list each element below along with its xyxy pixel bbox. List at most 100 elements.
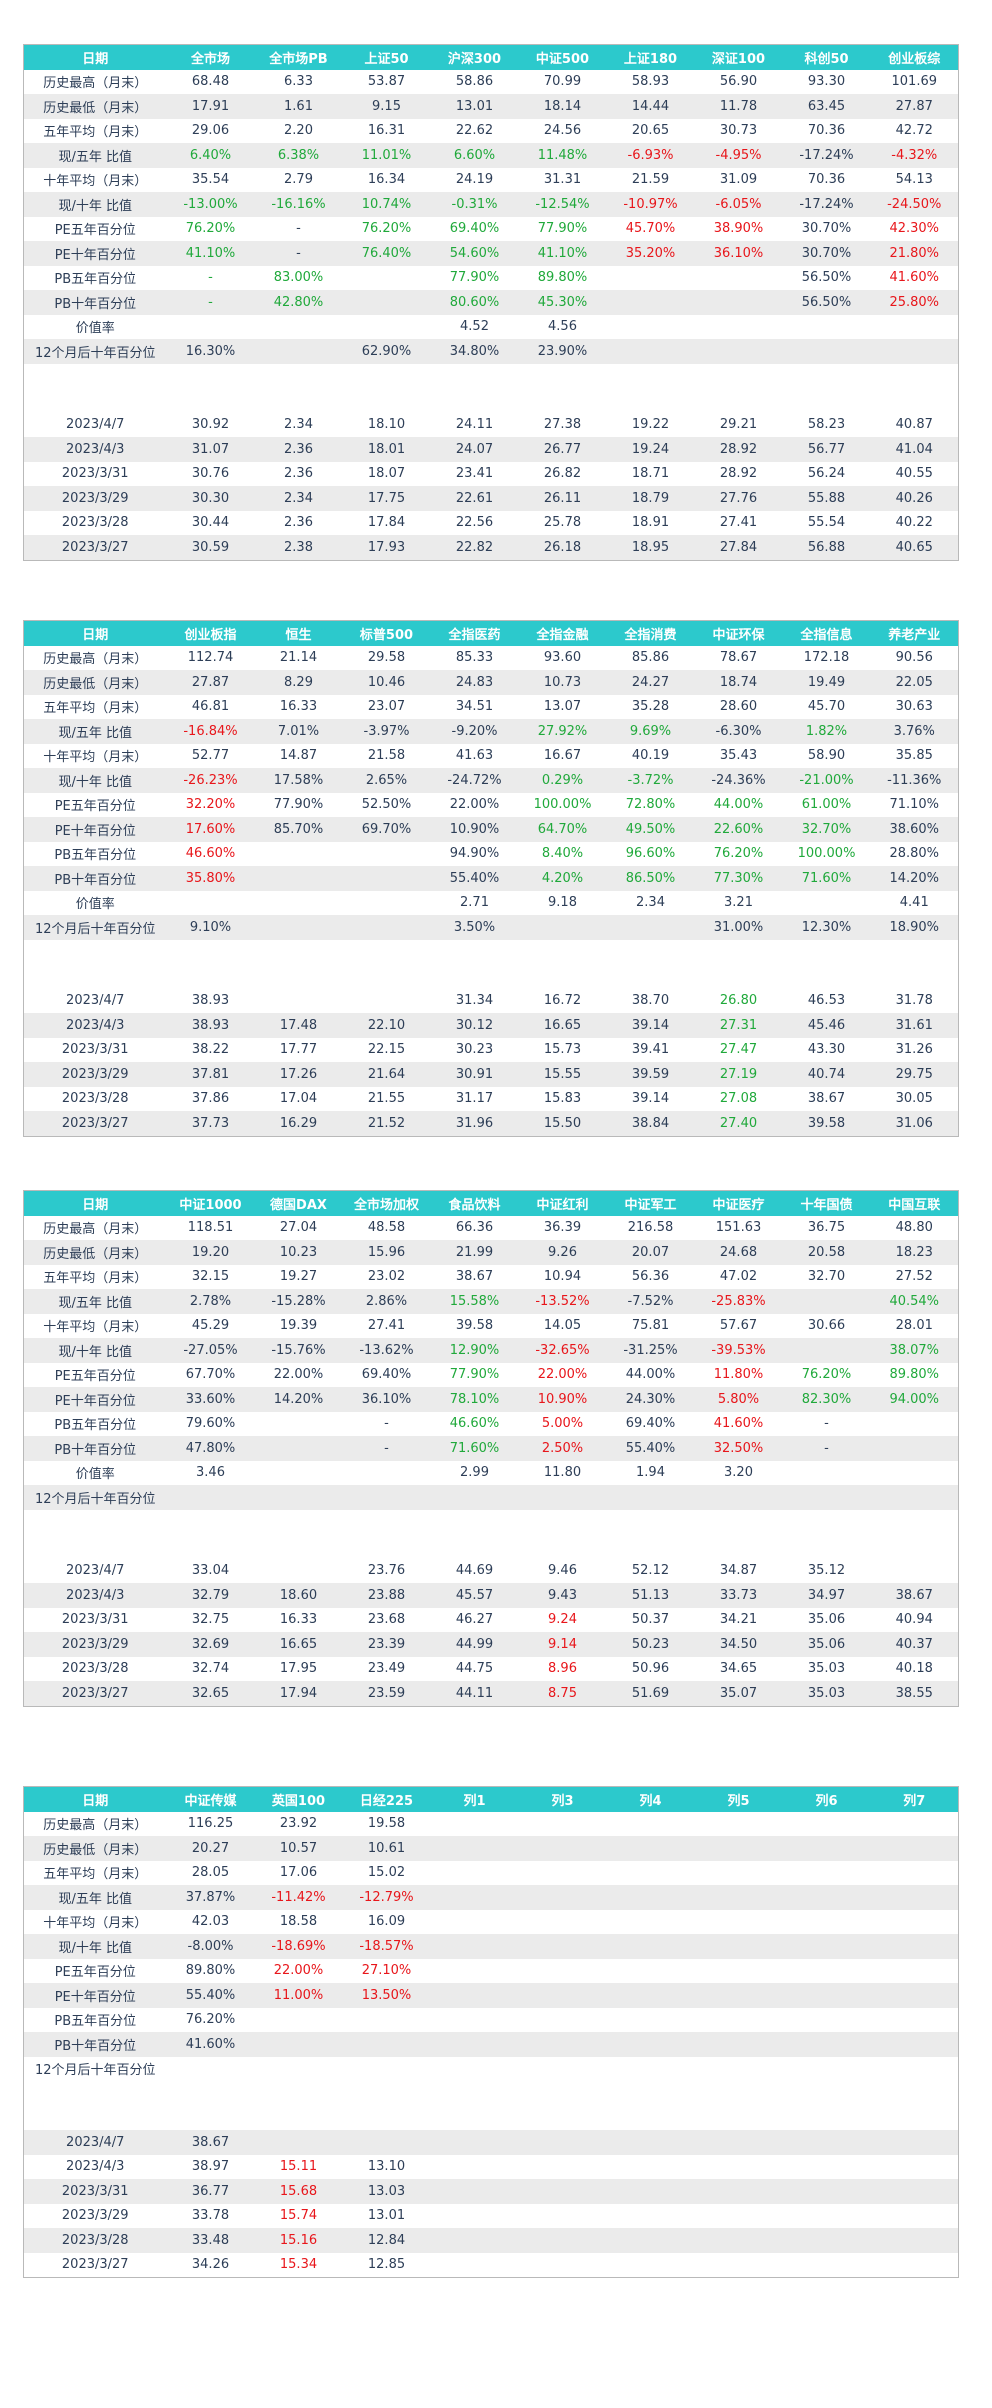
table-cell: -13.52%	[518, 1289, 607, 1314]
table-cell: -0.31%	[430, 192, 519, 217]
table-cell: 9.26	[518, 1240, 607, 1265]
table-cell: 15.74	[279, 2208, 318, 2224]
table-cell: 93.60	[543, 650, 582, 666]
table-cell	[870, 1485, 959, 1510]
table-cell: 76.20%	[361, 221, 412, 237]
table-cell: 77.30%	[694, 866, 783, 891]
table-row: 2023/4/7 38.93 31.34 16.72 38.70 26.80 46.53 31…	[24, 989, 959, 1014]
row-label: 价值率	[75, 321, 115, 337]
row-label: 2023/4/7	[66, 993, 125, 1009]
table-cell: 26.11	[518, 486, 607, 511]
header-index-name: 沪深300	[430, 44, 519, 70]
table-cell: 9.43	[518, 1583, 607, 1608]
table-cell: 39.14	[606, 1013, 695, 1038]
table-cell: 28.05	[191, 1865, 230, 1881]
table-cell: 15.68	[254, 2179, 343, 2204]
table-cell: 22.00%	[537, 1367, 588, 1383]
table-cell	[430, 1934, 519, 1959]
row-label: PB五年百分位	[54, 1418, 137, 1434]
table-row: PB十年百分位 41.60%	[23, 2032, 959, 2057]
empty-cell	[870, 388, 959, 413]
empty-cell	[254, 2081, 343, 2106]
table-cell: 21.80%	[870, 241, 959, 266]
empty-cell	[254, 939, 343, 964]
table-cell	[871, 2008, 959, 2033]
table-cell: -	[296, 221, 301, 237]
table-cell: 53.87	[367, 74, 406, 90]
table-cell: 90.56	[895, 650, 933, 666]
table-cell: 10.74%	[342, 192, 431, 217]
table-cell: 38.67	[807, 1091, 846, 1107]
table-cell: 36.77	[166, 2179, 255, 2204]
table-cell: 40.19	[631, 748, 670, 764]
table-cell: 27.87	[166, 670, 255, 695]
table-row: 现/十年 比值 -13.00% -16.16% 10.74% -0.31% -12.54%…	[23, 192, 959, 217]
table-cell	[782, 1934, 871, 1959]
row-label: 五年平均（月末）	[43, 125, 148, 141]
header-index-name: 全市场加权	[342, 1190, 431, 1216]
table-cell: -39.53%	[694, 1338, 783, 1363]
table-cell: 44.11	[430, 1681, 519, 1706]
table-cell: 28.92	[694, 437, 783, 462]
table-cell: 40.55	[895, 466, 933, 482]
row-label: 2023/3/28	[23, 2228, 167, 2253]
empty-cell	[23, 363, 167, 388]
table-cell: 24.68	[694, 1240, 783, 1265]
table-cell: 38.70	[631, 993, 670, 1009]
table-cell: 46.81	[191, 699, 230, 715]
header-index-name: 列3	[518, 1786, 607, 1812]
table-cell	[871, 2204, 959, 2229]
table-cell	[607, 1910, 695, 1935]
table-cell: 16.29	[254, 1111, 343, 1136]
header-index-name: 十年国债	[782, 1190, 871, 1216]
table-cell: 26.77	[518, 437, 607, 462]
table-cell: 56.50%	[801, 270, 852, 286]
table-cell: 36.10%	[342, 1387, 431, 1412]
header-index-name: 创业板综	[870, 44, 959, 70]
empty-cell	[606, 1509, 695, 1534]
table-cell: 11.00%	[254, 1983, 343, 2008]
table-cell: 41.10%	[518, 241, 607, 266]
table-cell: 38.93	[191, 993, 230, 1009]
table-cell: 32.70%	[782, 817, 871, 842]
table-cell: 36.39	[543, 1220, 582, 1236]
table-cell: 9.24	[548, 1612, 577, 1628]
table-row: PE十年百分位 17.60% 85.70% 69.70% 10.90% 64.70% 49.…	[23, 817, 959, 842]
header-date: 日期	[23, 1786, 167, 1812]
valuation-table-4: 日期 中证传媒 英国100 日经225 列1 列3 列4 列5 列6 列7 历史最高（月末） 116.…	[23, 1786, 959, 2278]
table-cell: 29.75	[870, 1062, 959, 1087]
table-cell	[519, 2253, 607, 2278]
row-label: 12个月后十年百分位	[23, 915, 167, 940]
table-cell: 44.75	[455, 1661, 494, 1677]
table-cell: 16.30%	[166, 339, 255, 364]
table-cell: 42.72	[895, 123, 933, 139]
row-label: 五年平均（月末）	[43, 1867, 148, 1883]
table-cell	[255, 891, 343, 916]
table-cell: 27.10%	[361, 1963, 412, 1979]
table-cell: 38.07%	[870, 1338, 959, 1363]
table-cell	[783, 1861, 871, 1886]
table-cell	[871, 1959, 959, 1984]
table-cell: 13.07	[543, 699, 582, 715]
table-cell: 78.67	[719, 650, 758, 666]
table-cell	[695, 1910, 783, 1935]
table-cell: 24.19	[455, 172, 494, 188]
valuation-table-2: 日期 创业板指 恒生 标普500 全指医药 全指金融 全指消费 中证环保 全指信息 养老产业 历史最…	[23, 620, 959, 1137]
empty-cell	[782, 2081, 871, 2106]
table-cell	[871, 2155, 959, 2180]
table-cell: 33.73	[694, 1583, 783, 1608]
table-cell: 85.33	[455, 650, 494, 666]
table-cell: 94.90%	[449, 846, 500, 862]
table-cell: 22.61	[430, 486, 519, 511]
table-cell: 100.00%	[797, 846, 856, 862]
table-cell	[782, 1983, 871, 2008]
table-cell: 41.63	[455, 748, 494, 764]
table-cell: 30.59	[166, 535, 255, 560]
table-cell: 38.93	[166, 1013, 255, 1038]
table-cell	[606, 2228, 695, 2253]
table-cell: 15.73	[543, 1042, 582, 1058]
valuation-table-3: 日期 中证1000 德国DAX 全市场加权 食品饮料 中证红利 中证军工 中证医疗 十年国债 中国…	[23, 1190, 959, 1707]
table-cell: 9.14	[518, 1632, 607, 1657]
table-cell: 31.07	[166, 437, 255, 462]
row-label: 2023/4/3	[23, 1013, 167, 1038]
